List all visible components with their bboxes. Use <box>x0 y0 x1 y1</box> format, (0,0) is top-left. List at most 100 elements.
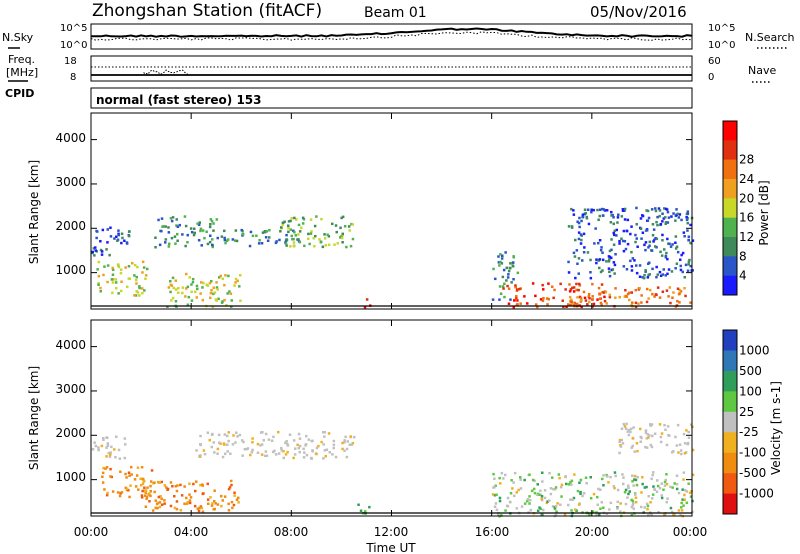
echo-cell <box>572 209 575 212</box>
echo-cell <box>616 507 619 510</box>
echo-cell <box>687 263 690 266</box>
echo-cell <box>263 230 266 233</box>
echo-cell <box>675 262 679 265</box>
echo-cell <box>598 208 602 211</box>
echo-cell <box>493 494 497 497</box>
echo-cell <box>575 288 578 292</box>
echo-cell <box>662 268 665 271</box>
echo-cell <box>127 230 131 233</box>
echo-cell <box>648 240 652 244</box>
echo-cell <box>164 225 167 228</box>
echo-cell <box>686 210 690 213</box>
echo-cell <box>262 439 265 442</box>
echo-cell <box>667 268 671 271</box>
echo-cell <box>179 509 183 512</box>
echo-cell <box>582 290 586 294</box>
echo-cell <box>677 451 680 454</box>
echo-cell <box>554 486 558 489</box>
echo-cell <box>135 278 138 282</box>
echo-cell <box>223 495 227 498</box>
echo-cell <box>569 288 573 291</box>
echo-cell <box>647 514 650 517</box>
echo-cell <box>138 294 141 297</box>
echo-cell <box>185 272 188 276</box>
echo-cell <box>133 294 136 297</box>
echo-cell <box>612 231 615 235</box>
echo-cell <box>630 303 633 307</box>
echo-cell <box>664 216 667 219</box>
echo-cell <box>654 245 657 248</box>
echo-cell <box>655 246 658 249</box>
echo-cell <box>318 238 321 241</box>
echo-cell <box>639 227 643 230</box>
echo-cell <box>309 456 313 460</box>
echo-cell <box>657 207 661 210</box>
echo-cell <box>580 305 583 309</box>
echo-cell <box>583 296 587 300</box>
echo-cell <box>107 451 110 455</box>
echo-cell <box>163 502 166 505</box>
echo-cell <box>173 506 177 510</box>
echo-cell <box>314 452 318 455</box>
echo-cell <box>601 251 604 254</box>
echo-cell <box>682 432 686 436</box>
echo-cell <box>572 286 576 289</box>
echo-cell <box>210 445 213 449</box>
echo-cell <box>234 239 237 242</box>
echo-cell <box>163 484 167 487</box>
echo-cell <box>208 281 212 285</box>
echo-cell <box>499 482 502 485</box>
echo-cell <box>589 497 593 500</box>
echo-cell <box>601 258 605 262</box>
velocity-colorbar: 1000 500 100 25 -25 -100 -500 -1000 <box>722 329 774 515</box>
echo-cell <box>351 237 355 241</box>
echo-cell <box>519 476 522 479</box>
echo-cell <box>640 505 643 509</box>
echo-cell <box>115 435 118 438</box>
echo-cell <box>365 298 369 301</box>
echo-cell <box>605 512 609 515</box>
echo-cell <box>305 453 309 457</box>
echo-cell <box>173 235 177 238</box>
echo-cell <box>609 221 613 224</box>
echo-cell <box>154 499 157 502</box>
echo-cell <box>266 239 270 242</box>
echo-cell <box>573 303 576 307</box>
echo-cell <box>631 444 634 448</box>
echo-cell <box>186 241 189 244</box>
echo-cell <box>687 260 691 264</box>
echo-cell <box>627 433 631 437</box>
echo-cell <box>264 432 268 436</box>
echo-cell <box>284 441 287 445</box>
echo-cell <box>236 279 239 283</box>
echo-cell <box>523 478 526 482</box>
echo-cell <box>512 305 515 309</box>
echo-cell <box>661 220 664 223</box>
echo-cell <box>664 478 667 482</box>
echo-cell <box>110 445 113 449</box>
echo-cell <box>237 496 240 500</box>
echo-cell <box>668 286 671 289</box>
echo-cell <box>292 439 296 442</box>
echo-cell <box>607 481 610 484</box>
echo-cell <box>650 208 654 211</box>
echo-cell <box>602 484 605 487</box>
echo-cell <box>272 435 275 439</box>
echo-cell <box>678 292 681 296</box>
echo-cell <box>598 214 601 218</box>
echo-cell <box>345 447 349 451</box>
echo-cell <box>549 487 553 490</box>
echo-cell <box>614 474 617 478</box>
echo-cell <box>127 489 130 492</box>
echo-cell <box>230 500 234 504</box>
echo-cell <box>643 486 647 489</box>
echo-cell <box>665 289 669 292</box>
echo-cell <box>169 290 172 294</box>
echo-cell <box>618 242 621 245</box>
echo-cell <box>321 245 325 249</box>
echo-cell <box>174 485 177 488</box>
echo-cell <box>614 296 617 299</box>
echo-cell <box>193 227 196 230</box>
echo-cell <box>292 245 296 248</box>
colorbar-tick-label: -500 <box>739 466 766 480</box>
